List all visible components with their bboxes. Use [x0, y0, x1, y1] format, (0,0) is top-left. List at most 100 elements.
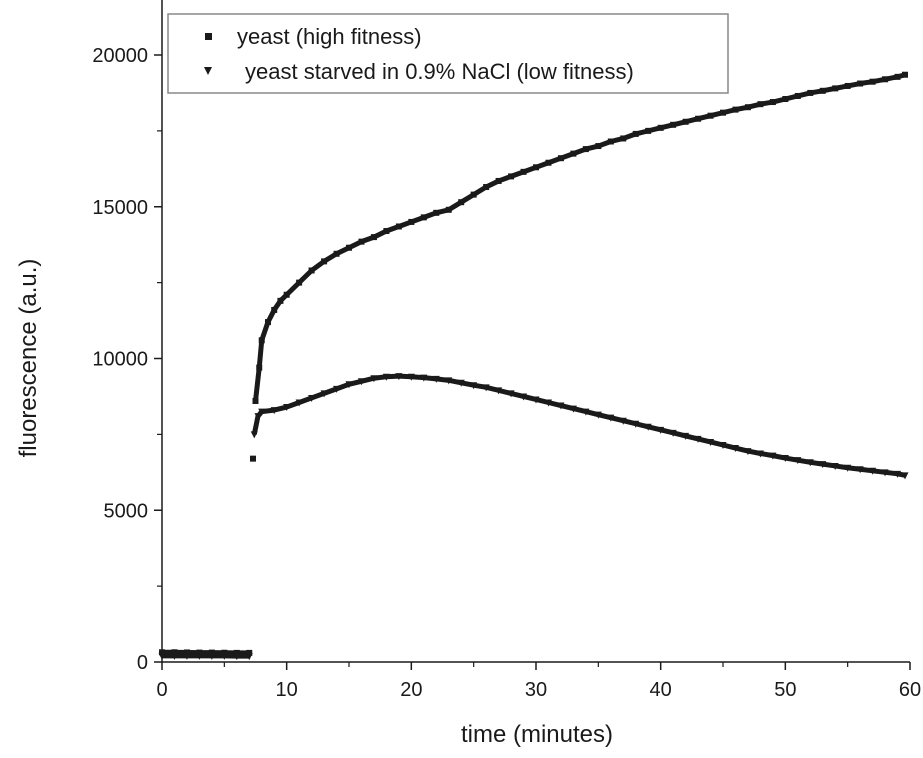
data-point — [250, 431, 258, 439]
data-point — [258, 337, 265, 344]
legend-marker-low-fitness — [204, 67, 212, 75]
data-point — [220, 652, 228, 660]
data-point — [670, 121, 677, 128]
x-tick-label: 30 — [525, 679, 547, 701]
data-point — [856, 466, 864, 474]
series-1 — [158, 373, 909, 661]
data-point — [183, 652, 191, 660]
legend-label-high-fitness: yeast (high fitness) — [237, 24, 422, 49]
data-point — [632, 130, 639, 137]
data-point — [569, 405, 577, 413]
data-point — [901, 472, 909, 480]
data-point — [595, 143, 602, 150]
data-point — [832, 85, 839, 92]
data-point — [277, 297, 284, 304]
data-point — [432, 375, 440, 383]
data-point — [669, 429, 677, 437]
data-point — [881, 469, 889, 477]
data-point — [619, 417, 627, 425]
data-point — [159, 649, 165, 656]
data-point — [458, 199, 465, 206]
data-point — [894, 470, 902, 478]
data-point — [308, 267, 315, 274]
data-point — [657, 426, 665, 434]
data-point — [682, 432, 690, 440]
data-point — [869, 467, 877, 475]
data-point — [757, 101, 764, 108]
data-point — [594, 411, 602, 419]
x-tick-label: 20 — [400, 679, 422, 701]
data-point — [520, 168, 527, 175]
data-point — [495, 177, 502, 184]
data-point — [794, 92, 801, 99]
data-point — [296, 279, 303, 286]
data-point — [819, 461, 827, 469]
data-point — [644, 423, 652, 431]
data-point — [254, 413, 262, 421]
data-point — [508, 173, 515, 180]
data-point — [695, 115, 702, 122]
data-point — [395, 373, 403, 381]
data-point — [482, 384, 490, 392]
data-point — [807, 89, 814, 96]
data-point — [333, 385, 341, 393]
data-point — [270, 407, 278, 415]
data-point — [483, 184, 490, 191]
data-point — [408, 218, 415, 225]
data-point — [607, 138, 614, 145]
data-point — [769, 99, 776, 106]
data-point — [794, 457, 802, 465]
data-point — [806, 459, 814, 467]
data-point — [183, 649, 190, 656]
data-marks — [158, 71, 909, 661]
y-tick-label: 0 — [137, 652, 148, 674]
data-point — [245, 653, 253, 661]
data-point — [545, 159, 552, 166]
data-point — [196, 649, 203, 656]
data-point — [620, 135, 627, 142]
data-point — [894, 73, 901, 80]
data-point — [720, 109, 726, 116]
legend-marker-high-fitness — [205, 33, 212, 40]
data-point — [657, 124, 664, 131]
data-point — [457, 379, 465, 387]
data-point — [719, 441, 727, 449]
data-point — [819, 87, 826, 94]
x-tick-label: 0 — [156, 679, 167, 701]
legend-box — [167, 13, 729, 94]
data-point — [333, 250, 340, 257]
data-point — [420, 374, 428, 382]
data-point — [645, 127, 652, 134]
data-point — [258, 408, 266, 416]
data-point — [744, 104, 751, 111]
data-point — [358, 238, 365, 245]
data-point — [170, 652, 178, 660]
data-point — [882, 76, 889, 83]
y-tick-label: 20000 — [92, 45, 148, 67]
data-point — [420, 214, 427, 221]
data-point — [857, 80, 864, 87]
data-point — [283, 291, 290, 298]
axes: 0 10 20 30 40 50 60 0 5000 10000 15000 20000 — [92, 0, 921, 701]
data-point — [383, 228, 390, 235]
x-axis-title: time (minutes) — [461, 721, 613, 748]
data-point — [233, 653, 241, 661]
data-point — [582, 146, 589, 153]
data-point — [370, 234, 377, 241]
data-point — [308, 394, 316, 402]
data-point — [250, 455, 257, 462]
data-point — [208, 649, 215, 656]
series-0 — [159, 71, 909, 656]
series-line — [253, 72, 906, 402]
data-point — [744, 448, 752, 456]
data-point — [321, 258, 328, 265]
data-point — [557, 155, 564, 162]
data-point — [158, 652, 166, 660]
x-tick-label: 50 — [774, 679, 796, 701]
data-point — [869, 78, 876, 85]
data-point — [295, 399, 303, 407]
x-tick-label: 10 — [276, 679, 298, 701]
data-point — [370, 375, 378, 383]
y-tick-label: 5000 — [104, 500, 149, 522]
data-point — [902, 71, 909, 78]
